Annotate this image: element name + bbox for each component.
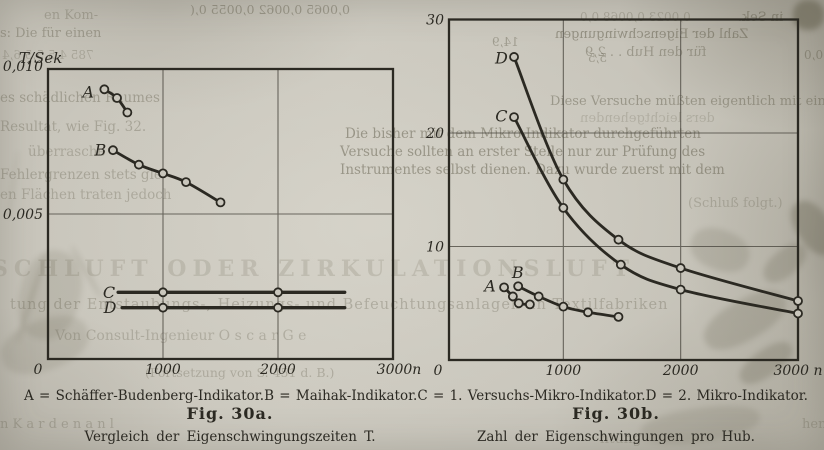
fig30a-series-C: C	[103, 283, 347, 302]
fig30b-xtick-0: 0	[434, 363, 443, 379]
legend-item-D: D = 2. Mikro-Indikator.	[645, 388, 808, 404]
fig30a-series-B-marker	[215, 197, 226, 208]
fig30b-series-C-marker	[615, 259, 626, 270]
fig30b-series-C: C	[495, 106, 803, 319]
fig30b-series-A: A	[482, 277, 535, 310]
fig-30a-title: Vergleich der Eigenschwingungszeiten T.	[84, 429, 376, 445]
bleed-text: Versuche sollten an erster Stelle nur zu…	[340, 144, 706, 160]
bleed-text: Instrumentes selbst dienen. Dazu wurde z…	[340, 162, 725, 178]
fig30a-xtick-1000: 1000	[145, 362, 181, 378]
fig30a-ytick-0,005: 0,005	[3, 207, 43, 223]
fig30a-series-C-label: C	[103, 283, 115, 302]
fig30b-ytick-30: 30	[426, 13, 444, 29]
fig30b-series-D-label: D	[494, 49, 508, 68]
fig30b-series-D-marker	[613, 234, 624, 245]
fig30b-series-A-marker	[524, 299, 535, 310]
fig30a-series-B-marker	[108, 145, 118, 156]
fig30b-series-D-marker	[558, 174, 569, 185]
fig30a-series-D-marker	[273, 302, 283, 313]
fig30b-series-C-marker	[509, 112, 519, 123]
fig30a-ytick-0,010: 0,010	[3, 59, 43, 75]
fig30a-series-D-marker	[158, 302, 168, 313]
fig-30b-caption-block: Fig. 30b. Zahl der Eigenschwingungen pro…	[440, 404, 792, 445]
fig30a-series-B-marker	[158, 168, 168, 179]
fig30b-series-A-marker	[499, 282, 509, 293]
fig30b-series-D-marker	[509, 52, 519, 62]
fig30b-series-C-marker	[793, 308, 803, 319]
fig30b-series-C-line	[512, 115, 800, 315]
legend-item-C: C = 1. Versuchs-Mikro-Indikator.	[417, 388, 646, 404]
bleed-text: Fehlergrenzen stets gle	[0, 167, 162, 183]
fig30b-ytick-10: 10	[426, 240, 444, 256]
bleed-text: (Schluß folgt.)	[688, 196, 783, 211]
fig30b-series-C-marker	[558, 203, 569, 213]
bleed-text: n K a r d e n a n l	[0, 417, 114, 432]
fig30a-xtick-0: 0	[34, 362, 43, 378]
figure-legend: A = Schäffer-Budenberg-Indikator. B = Mai…	[24, 388, 808, 404]
fig30a-series-B-label: B	[93, 141, 106, 160]
fig30a-ylabel: T/Sek	[19, 49, 62, 67]
fig30b-xtick-3000 n: 3000 n	[773, 363, 822, 379]
legend-item-B: B = Maihak-Indikator.	[264, 388, 418, 404]
bleed-text: (Fortsetzung von S. 451 d. B.)	[145, 365, 335, 380]
fig30b-series-B-marker	[513, 281, 524, 292]
fig30b-axis-labels: 0 1000 2000 3000 n 30 20 10	[425, 13, 822, 380]
fig30a-series-A-marker	[99, 84, 110, 95]
fig30a-plot: 0 1000 2000 3000n 0,010 0,005 T/Sek A B CD	[3, 49, 421, 378]
fig30a-xtick-2000: 2000	[259, 362, 296, 378]
fig30b-series-A-label: A	[482, 277, 496, 296]
fig30b-series-B-marker	[558, 301, 569, 312]
fig30a-series-B-marker	[133, 159, 144, 170]
fig30a-series-C-marker	[273, 287, 283, 298]
fig-30b-title: Zahl der Eigenschwingungen pro Hub.	[477, 429, 755, 445]
fig30b-series-D: D	[494, 49, 803, 306]
fig30b-ytick-20: 20	[425, 126, 444, 142]
fig30b-series-A-marker	[513, 298, 524, 309]
fig30b-series-C-label: C	[495, 106, 507, 125]
fig-30a-label: Fig. 30a.	[186, 404, 274, 423]
fig30b-series-B-marker	[583, 307, 593, 318]
fig30a-series-A-marker	[122, 107, 133, 118]
fig30a-series-B-marker	[181, 177, 191, 188]
fig30b-series-A-marker	[507, 291, 518, 302]
fig30b-series-B-marker	[533, 291, 544, 302]
fig30b-xtick-1000: 1000	[546, 363, 582, 379]
bleed-text: SCHLUFT ODER ZIRKULATIONSLUFT	[0, 256, 635, 282]
bleed-text: htung	[600, 431, 642, 447]
fig30b-series-B-label: B	[511, 263, 524, 282]
fig-30a-caption-block: Fig. 30a. Vergleich der Eigenschwingungs…	[40, 404, 420, 445]
fig30a-series-D-label: D	[103, 298, 117, 317]
fig30b-xtick-2000: 2000	[662, 363, 699, 379]
fig30b-series-C-marker	[675, 284, 686, 295]
fig30a-series-B: B	[93, 141, 226, 208]
fig30b-gridlines	[449, 19, 798, 360]
bleed-text: en Kom-	[44, 8, 99, 23]
bleed-text: s: Die für einen	[0, 26, 102, 41]
fig30b-series-D-marker	[675, 263, 686, 273]
fig30a-axis-labels: 0 1000 2000 3000n 0,010 0,005 T/Sek	[3, 49, 421, 378]
fig30b-series-D-line	[512, 55, 800, 303]
fig30b-series-B-marker	[613, 311, 624, 322]
bleed-text: Resultat, wie Fig. 32.	[0, 119, 147, 135]
fig30a-xtick-3000n: 3000n	[377, 362, 422, 378]
bleed-text: Diese Versuche müßten eigentlich mit ein…	[550, 94, 824, 109]
bleed-text: Von Consult-Ingenieur O s c a r G e	[55, 328, 307, 344]
fig30a-series-A: A	[80, 83, 133, 118]
bleed-text: hen	[802, 417, 824, 432]
fig30a-gridlines	[48, 69, 393, 359]
fig30a-series-D: D	[103, 298, 347, 317]
fig30a-series-A-label: A	[80, 83, 94, 102]
fig-30b-label: Fig. 30b.	[572, 404, 660, 423]
fig30b-frame	[447, 18, 800, 362]
fig30b-series-B: B	[511, 263, 624, 322]
fig30b-plot: 0 1000 2000 3000 n 30 20 10 AB C D	[425, 13, 822, 380]
bleed-text: en Flächen traten jedoch	[0, 187, 172, 203]
legend-item-A: A = Schäffer-Budenberg-Indikator.	[24, 388, 265, 404]
fig30a-series-C-marker	[158, 287, 168, 298]
fig30a-frame	[46, 67, 395, 361]
fig30b-series-D-marker	[793, 296, 803, 306]
fig30a-series-A-marker	[112, 93, 122, 103]
